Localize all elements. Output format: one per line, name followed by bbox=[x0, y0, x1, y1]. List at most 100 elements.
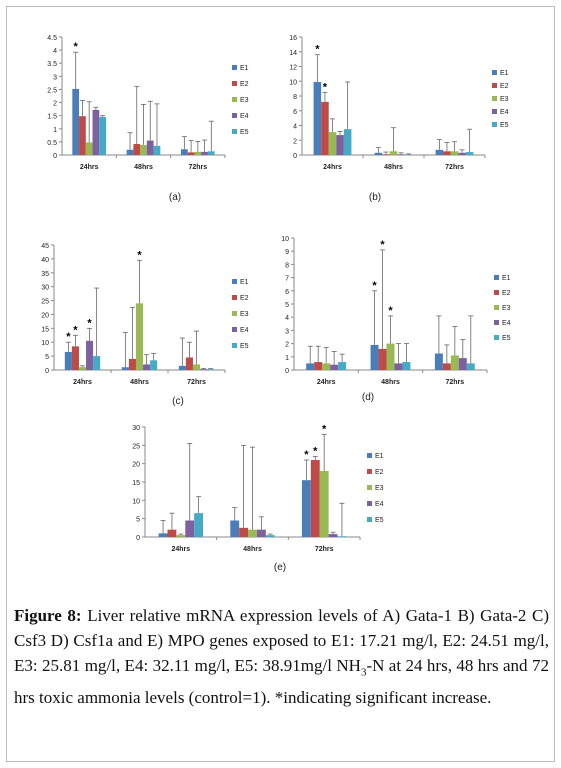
chart5-bar-e4 bbox=[328, 534, 338, 537]
chart1-x-tick-label: 48hrs bbox=[134, 164, 153, 171]
chart1-bar-e4 bbox=[92, 109, 100, 155]
chart5-y-tick-label: 20 bbox=[132, 462, 140, 469]
chart5-bar-e4 bbox=[185, 520, 195, 537]
chart2-y-tick-label: 8 bbox=[293, 94, 297, 101]
chart5-bar-e1 bbox=[301, 480, 311, 537]
chart5-legend-label: E2 bbox=[375, 469, 384, 476]
caption-text: Liver relative mRNA expression levels of… bbox=[14, 606, 550, 675]
chart2-significance-star: * bbox=[315, 44, 320, 56]
figure-panels: 0 0.5 1 1.5 2 2.5 3 3.5 4 4.5 24hrs 48hrs 72hrs * E1 E2… bbox=[41, 35, 511, 573]
chart1-bar-e3 bbox=[194, 151, 202, 155]
chart4-legend-label: E3 bbox=[502, 305, 511, 312]
chart5-significance-star: * bbox=[322, 423, 327, 435]
chart1-legend-swatch bbox=[232, 65, 237, 70]
chart1-significance-star: * bbox=[74, 41, 79, 53]
chart4-x-tick-label: 48hrs bbox=[381, 379, 400, 386]
chart5-y-tick-label: 5 bbox=[136, 517, 140, 524]
chart1-legend-swatch bbox=[232, 113, 237, 118]
chart3-legend-label: E3 bbox=[240, 311, 249, 318]
chart1-x-tick-label: 72hrs bbox=[188, 164, 207, 171]
chart4-x-tick-label: 24hrs bbox=[317, 379, 336, 386]
chart3-significance-star: * bbox=[137, 249, 142, 261]
chart5-x-tick-label: 72hrs bbox=[315, 546, 334, 553]
chart4-y-tick-label: 9 bbox=[285, 249, 289, 256]
chart3-legend-label: E5 bbox=[240, 343, 249, 350]
chart2-bar-e5 bbox=[343, 129, 352, 155]
chart4-y-tick-label: 3 bbox=[285, 328, 289, 335]
chart3-bar-e3 bbox=[192, 364, 201, 370]
chart2-bar-e1 bbox=[435, 149, 444, 155]
chart2-legend-swatch bbox=[492, 70, 497, 75]
chart3-bar-e4 bbox=[86, 340, 94, 370]
chart1-y-tick-label: 3.5 bbox=[47, 61, 57, 68]
chart2-bar-e3 bbox=[450, 151, 459, 155]
chart2-legend-label: E3 bbox=[500, 96, 509, 103]
chart5-y-tick-label: 10 bbox=[132, 498, 140, 505]
chart3-y-tick-label: 20 bbox=[41, 312, 49, 319]
chart3-legend-label: E1 bbox=[240, 279, 249, 286]
chart4-legend-swatch bbox=[494, 320, 499, 325]
chart4-y-tick-label: 5 bbox=[285, 302, 289, 309]
chart5-bar-e4 bbox=[256, 529, 266, 537]
chart3-bar-e2 bbox=[185, 357, 193, 370]
chart4-bar-e1 bbox=[370, 344, 379, 370]
chart5-bar-e3 bbox=[319, 471, 329, 537]
chart5-legend-label: E4 bbox=[375, 501, 384, 508]
chart5-legend-swatch bbox=[367, 485, 372, 490]
chart5-bar-e1 bbox=[230, 520, 240, 537]
chart4-legend-swatch bbox=[494, 275, 499, 280]
chart1-legend-label: E1 bbox=[240, 65, 249, 72]
chart3-bar-e1 bbox=[121, 367, 129, 370]
chart5-legend-swatch bbox=[367, 501, 372, 506]
chart5-legend-label: E5 bbox=[375, 517, 384, 524]
chart5-bar-e2 bbox=[239, 527, 249, 537]
chart4-y-tick-label: 2 bbox=[285, 342, 289, 349]
chart3-y-tick-label: 15 bbox=[41, 326, 49, 333]
chart4-panel-label: (d) bbox=[362, 392, 374, 403]
chart1-legend-label: E3 bbox=[240, 97, 249, 104]
chart3-y-tick-label: 25 bbox=[41, 299, 49, 306]
chart4-bar-e4 bbox=[394, 363, 403, 370]
chart4-legend-label: E4 bbox=[502, 320, 511, 327]
chart4-bar-e5 bbox=[466, 363, 475, 370]
chart2-bar-e4 bbox=[336, 135, 344, 155]
chart4-bar-e3 bbox=[322, 363, 331, 370]
chart4-y-tick-label: 0 bbox=[285, 368, 289, 375]
chart1-legend-swatch bbox=[232, 129, 237, 134]
chart4-legend-swatch bbox=[494, 335, 499, 340]
chart4-x-tick-label: 72hrs bbox=[445, 379, 464, 386]
chart3-legend-label: E2 bbox=[240, 295, 249, 302]
chart5-y-tick-label: 25 bbox=[132, 443, 140, 450]
chart5-significance-star: * bbox=[304, 449, 309, 461]
chart5-bar-e1 bbox=[158, 533, 168, 537]
chart3-bar-e5 bbox=[207, 369, 215, 370]
chart4-y-tick-label: 7 bbox=[285, 276, 289, 283]
chart1-bar-e5 bbox=[207, 151, 215, 155]
chart3-legend-swatch bbox=[232, 295, 237, 300]
chart1-panel-label: (a) bbox=[169, 192, 181, 203]
chart2-bar-e2 bbox=[443, 151, 451, 155]
caption-text-end: -N at 24 hrs, 48 hrs and 72 hrs toxic am… bbox=[14, 656, 549, 708]
chart3-legend-swatch bbox=[232, 311, 237, 316]
chart3-y-tick-label: 10 bbox=[41, 340, 49, 347]
chart2-y-tick-label: 14 bbox=[289, 50, 297, 57]
chart4-bar-e2 bbox=[442, 363, 451, 370]
chart2-y-tick-label: 10 bbox=[289, 79, 297, 86]
chart2-panel-label: (b) bbox=[369, 192, 381, 203]
chart2-x-tick-label: 72hrs bbox=[445, 164, 464, 171]
chart2-y-tick-label: 2 bbox=[293, 138, 297, 145]
chart1-bar-e1 bbox=[126, 149, 134, 155]
chart2-y-tick-label: 4 bbox=[293, 124, 297, 131]
chart4-bar-e1 bbox=[434, 353, 443, 370]
chart2-bar-e4 bbox=[458, 152, 466, 155]
chart3-y-tick-label: 40 bbox=[41, 257, 49, 264]
chart5-bar-e3 bbox=[248, 529, 257, 537]
chart3-significance-star: * bbox=[87, 317, 92, 329]
chart1-y-tick-label: 0.5 bbox=[47, 140, 57, 147]
chart3-y-tick-label: 35 bbox=[41, 271, 49, 278]
chart1-bar-e3 bbox=[85, 142, 93, 155]
chart1-y-tick-label: 2 bbox=[53, 101, 57, 108]
chart1-bar-e2 bbox=[133, 143, 141, 155]
chart1-bar-e4 bbox=[146, 140, 154, 155]
chart4-bar-e5 bbox=[338, 362, 347, 370]
